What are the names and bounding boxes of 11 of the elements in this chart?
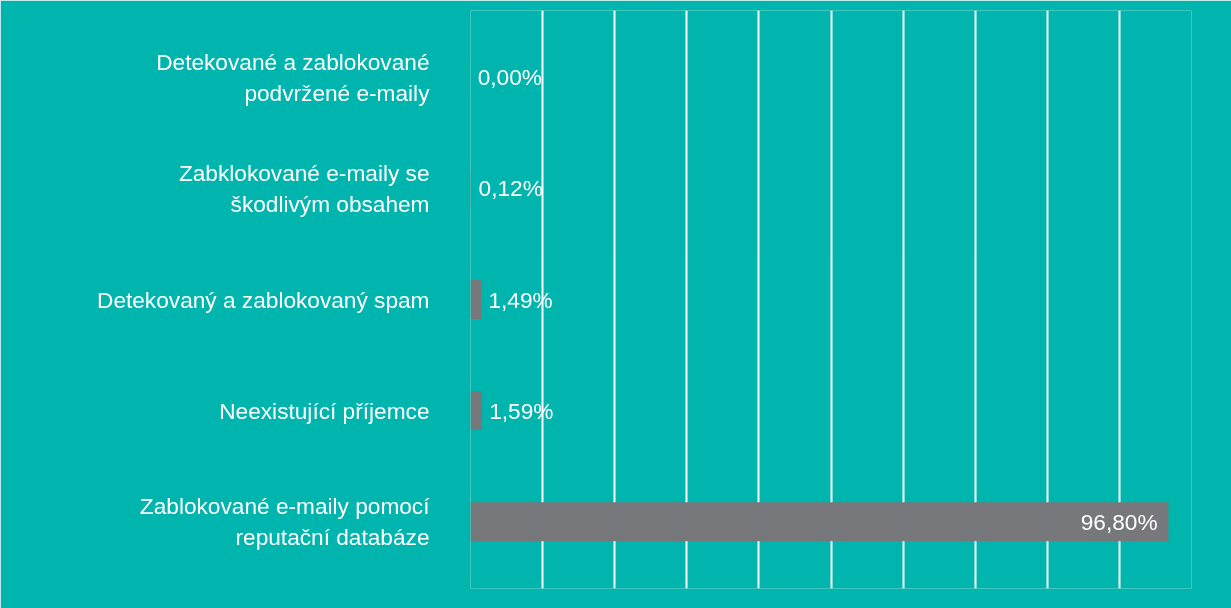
bar (470, 502, 1169, 542)
data-label: 0,12% (478, 175, 543, 202)
data-label: 96,80% (1080, 508, 1158, 535)
bar (470, 391, 482, 431)
y-tick-label: Detekované a zablokované podvržené e-maily (156, 48, 431, 106)
y-tick-label: Neexistující příjemce (219, 397, 430, 424)
y-tick-label: Zablokované e-maily pomocí reputační databáze (139, 493, 431, 551)
data-label: 0,00% (477, 64, 542, 91)
bar (470, 280, 482, 319)
y-tick-label: Zabklokované e-maily se škodlivým obsahem (178, 159, 430, 217)
y-tick-label: Detekovaný a zablokovaný spam (97, 286, 430, 313)
